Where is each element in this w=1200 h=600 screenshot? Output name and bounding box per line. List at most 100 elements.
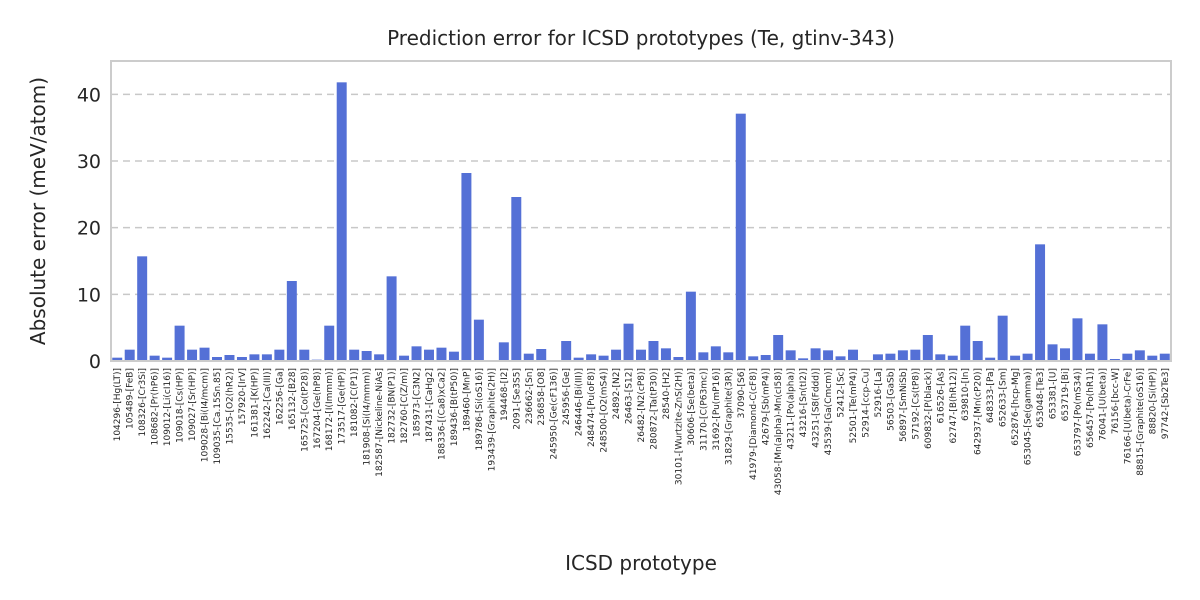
bar [361, 351, 372, 361]
x-tick-label: 31692-[Pu(mP16)] [712, 368, 722, 451]
x-tick-label: 42679-[Sb(mP4)] [762, 368, 772, 445]
bar [137, 256, 148, 361]
y-tick-label: 30 [77, 151, 101, 173]
bar [561, 341, 572, 361]
x-tick-label: 15535-[O2(hR2)] [225, 368, 235, 444]
x-tick-label: 616526-[As] [936, 368, 946, 423]
x-tick-label: 30101-[Wurtzite-ZnS(2H)] [674, 368, 684, 485]
x-tick-label: 161381-[K(HP)] [250, 368, 260, 438]
x-tick-label: 31829-[Graphite(3R)] [724, 368, 734, 465]
x-tick-label: 187431-[CaHg2] [425, 368, 435, 443]
x-tick-label: 28540-[H2] [662, 368, 672, 419]
bar [885, 353, 896, 361]
bar [785, 350, 796, 361]
bar [1072, 318, 1083, 361]
chart-title: Prediction error for ICSD prototypes (Te… [387, 26, 895, 50]
bar [336, 82, 347, 361]
x-tick-label: 26482-[N2(cP8)] [637, 368, 647, 442]
x-tick-label: 43058-[Mn(alpha)-Mn(cI58)] [774, 368, 784, 495]
x-tick-label: 31170-[C(P63mc)] [699, 368, 709, 451]
x-tick-label: 165132-[B28] [288, 368, 298, 430]
bar [798, 358, 809, 361]
x-tick-label: 189460-[MnP] [462, 368, 472, 432]
y-tick-label: 40 [77, 84, 101, 106]
bar [1047, 344, 1058, 361]
bar [1084, 353, 1095, 361]
bar [436, 347, 447, 361]
bar [598, 355, 609, 361]
bar [174, 325, 185, 361]
bar [985, 357, 996, 361]
x-tick-label: 52412-[Sc] [837, 368, 847, 418]
x-tick-label: 652633-[Sm] [999, 368, 1009, 427]
x-tick-label: 88815-[Graphite(oS16)] [1136, 368, 1146, 476]
bar [960, 325, 971, 361]
x-tick-label: 245956-[Ge] [562, 368, 572, 425]
bar [1147, 355, 1158, 361]
bar [112, 357, 123, 361]
bar [1159, 353, 1170, 361]
bar [748, 356, 759, 361]
bar [212, 357, 222, 361]
bar [723, 352, 734, 361]
x-tick-label: 26463-[S12] [625, 368, 635, 424]
x-tick-label: 193439-[Graphite(2H)] [487, 368, 497, 471]
x-tick-label: 57192-[Cs(tP8)] [911, 368, 921, 440]
x-tick-label: 157920-[IrV] [238, 368, 248, 425]
x-tick-label: 109012-[Li(cI16)] [163, 368, 173, 446]
bar [162, 357, 173, 361]
x-tick-label: 642937-[Mn(cP20)] [974, 368, 984, 455]
x-tick-label: 189436-[B(tP50)] [450, 368, 460, 446]
x-tick-label: 62747-[B(hR12)] [949, 368, 959, 444]
bar [399, 355, 410, 361]
x-tick-label: 52916-[La] [874, 368, 884, 417]
x-tick-label: 280872-[Ta(tP30)] [649, 368, 659, 450]
bar [249, 354, 260, 361]
x-tick-label: 181908-[Si(I4/mmm)] [363, 368, 373, 466]
x-tick-label: 248474-[Pu(oF8)] [587, 368, 597, 447]
bar [299, 349, 310, 361]
bar [735, 113, 746, 362]
bar [1134, 350, 1145, 361]
bar [922, 335, 933, 361]
x-tick-label: 248500-[O2(mS4)] [600, 368, 610, 453]
bar [199, 347, 210, 361]
x-tick-label: 37090-[S6] [737, 368, 747, 418]
x-tick-label: 2091-[Se3S5] [512, 368, 522, 430]
x-tick-label: 167204-[Ge(hP8)] [313, 368, 323, 449]
bar [324, 325, 335, 361]
x-tick-label: 656457-[Po(hR1)] [1086, 368, 1096, 448]
bar [286, 281, 297, 361]
bar [473, 319, 484, 361]
x-tick-label: 109018-[Cs(HP)] [176, 368, 186, 443]
y-tick-label: 10 [77, 284, 101, 306]
x-tick-label: 52914-[ccp-Cu] [861, 368, 871, 438]
x-tick-label: 97742-[Sb2Te3] [1161, 368, 1171, 439]
bar [261, 354, 272, 361]
x-tick-label: 653381-[U] [1049, 368, 1059, 419]
bar [448, 351, 459, 361]
bar [511, 197, 522, 361]
bar [1097, 324, 1108, 361]
bar [124, 349, 135, 361]
x-tick-label: 88820-[Si(HP)] [1148, 368, 1158, 434]
bar [1060, 348, 1070, 361]
bar [236, 357, 247, 361]
bar [461, 173, 472, 361]
bar [274, 349, 285, 361]
bar [523, 353, 534, 361]
x-tick-label: 109035-[Ca.15Sn.85] [213, 368, 223, 464]
bar [424, 349, 434, 361]
gridlines [111, 93, 1171, 296]
bar [224, 355, 235, 361]
x-tick-label: 109028-[Bi(I4/mcm)] [201, 368, 211, 462]
bar [386, 276, 397, 361]
x-tick-label: 653797-[Po(mS34)] [1073, 368, 1083, 456]
bar [685, 291, 696, 361]
bar [673, 357, 684, 361]
x-tick-label: 185973-[C3N2] [413, 368, 423, 437]
bar [910, 349, 921, 361]
x-tick-label: 52501-[Te(mP4)] [849, 368, 859, 443]
